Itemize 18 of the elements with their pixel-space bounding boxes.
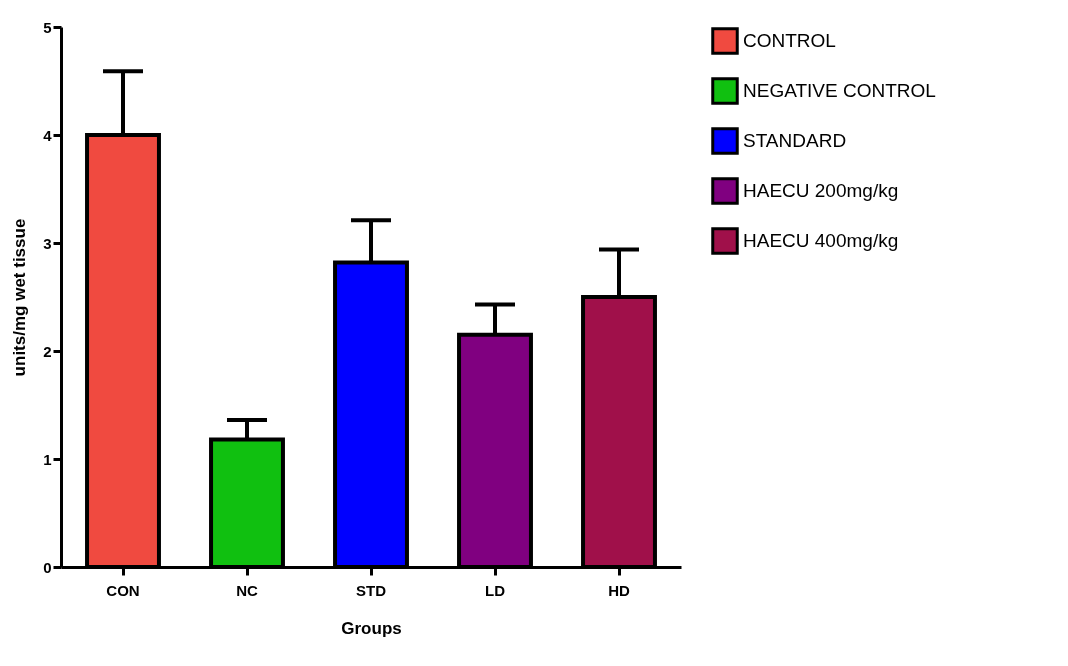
x-axis-title: Groups bbox=[341, 618, 402, 638]
legend-label: HAECU 200mg/kg bbox=[743, 180, 899, 201]
x-tick-label: CON bbox=[106, 581, 140, 599]
legend-label: HAECU 400mg/kg bbox=[743, 230, 899, 251]
x-tick-label: STD bbox=[356, 581, 387, 599]
y-tick-label: 5 bbox=[43, 18, 52, 36]
y-tick-label: 2 bbox=[43, 342, 52, 360]
x-tick-label: HD bbox=[608, 581, 630, 599]
y-tick-label: 3 bbox=[43, 234, 52, 252]
legend-label: NEGATIVE CONTROL bbox=[743, 80, 936, 101]
legend-label: STANDARD bbox=[743, 130, 847, 151]
y-tick-label: 1 bbox=[43, 450, 52, 468]
legend-label: CONTROL bbox=[743, 30, 836, 51]
y-tick-label: 0 bbox=[43, 558, 52, 576]
x-tick-label: NC bbox=[236, 581, 258, 599]
y-tick-label: 4 bbox=[43, 126, 53, 144]
x-tick-label: LD bbox=[485, 581, 506, 599]
y-axis-title: units/mg wet tissue bbox=[10, 218, 30, 377]
